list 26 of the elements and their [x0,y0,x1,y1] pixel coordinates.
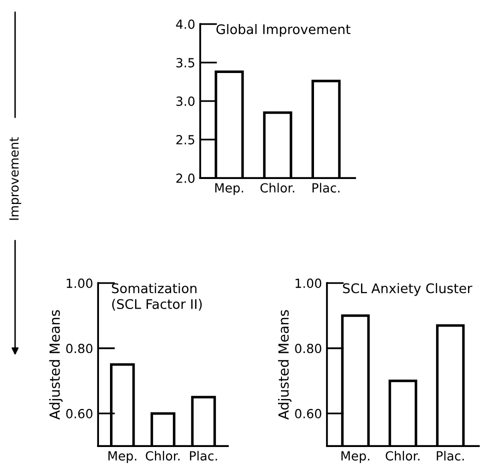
y-tick-label: 0.60 [66,408,92,418]
text: Improvement [9,137,22,220]
y-axis-title: Adjusted Means [278,310,292,420]
y-tick-label: 1.00 [296,278,322,288]
y-tick-label: 4.0 [176,19,195,29]
y-tick-label: 0.60 [295,408,322,418]
y-tick-label: 3.0 [176,96,195,106]
chart-title: SCL Anxiety Cluster [343,283,472,296]
x-tick-label: Chlor. [260,182,294,193]
y-tick-label: 0.80 [66,344,92,354]
x-tick-label: Chlor. [386,450,420,461]
x-tick-label: Mep. [108,451,136,463]
y-tick-label: 1.00 [66,278,92,288]
y-tick-label: 0.80 [295,344,322,354]
x-tick-label: Chlor. [146,450,180,461]
x-tick-label: Plac. [312,182,340,193]
text: Somatization (SCL Factor II) [112,283,202,311]
chart-title: Global Improvement [216,24,350,37]
y-axis-title: Adjusted Means [49,310,63,420]
y-tick-label: 2.5 [176,135,194,144]
x-tick-label: Mep. [215,183,244,195]
x-tick-label: Plac. [190,450,217,461]
y-tick-label: 3.5 [176,58,194,68]
x-tick-label: Plac. [436,450,464,461]
x-tick-label: Mep. [341,451,370,463]
y-tick-label: 2.0 [176,174,195,183]
